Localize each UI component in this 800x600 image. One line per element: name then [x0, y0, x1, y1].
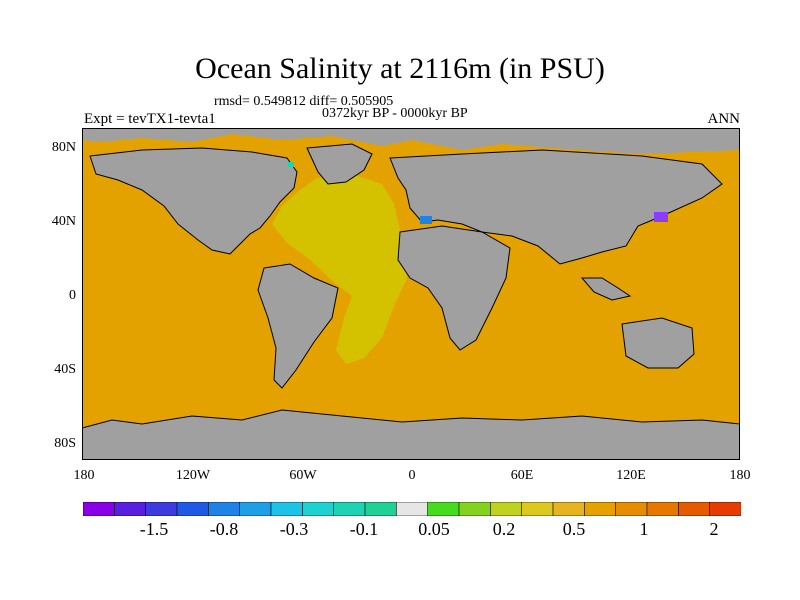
colorbar-label-neg0-8: -0.8: [209, 519, 239, 539]
colorbar-label-neg0-1: -0.1: [349, 519, 379, 539]
south-america: [257, 263, 339, 389]
eurasia: [389, 149, 723, 265]
colorbar-label-2: 2: [709, 519, 719, 539]
anomaly-spot-japan: [654, 212, 668, 222]
colorbar-label-0-05: 0.05: [418, 519, 450, 539]
colorbar-cell-7: [302, 502, 335, 516]
y-tick-40s: 40S: [54, 362, 76, 377]
colorbar-cell-15: [552, 502, 585, 516]
colorbar-cell-8: [333, 502, 366, 516]
anomaly-spot-arctic: [288, 162, 294, 167]
atlantic-region: [272, 174, 407, 364]
colorbar-cell-12: [458, 502, 491, 516]
season-label: ANN: [707, 111, 741, 127]
y-tick-0: 0: [69, 288, 76, 303]
colorbar-cell-6: [270, 502, 303, 516]
stats-text: rmsd= 0.549812 diff= 0.505905: [214, 94, 394, 109]
colorbar-cell-3: [176, 502, 209, 516]
anomaly-spot-mediterranean: [420, 216, 432, 224]
x-tick-60w: 60W: [289, 468, 317, 483]
world-map: [82, 128, 740, 460]
x-tick-180w: 180: [73, 468, 95, 483]
x-tick-120w: 120W: [175, 468, 211, 483]
colorbar-cell-1: [114, 502, 147, 516]
north-america: [89, 147, 298, 255]
colorbar-cell-14: [521, 502, 554, 516]
antarctica: [82, 409, 740, 460]
experiment-label: Expt = tevTX1-tevta1: [84, 111, 216, 127]
colorbar-cell-0: [83, 502, 115, 516]
x-tick-60e: 60E: [510, 468, 534, 483]
colorbar-cell-10: [396, 502, 429, 516]
colorbar-label-0-2: 0.2: [492, 519, 516, 539]
colorbar-cell-19: [678, 502, 711, 516]
africa: [397, 225, 511, 351]
map-svg: [82, 128, 740, 460]
maritime-continent: [580, 277, 632, 301]
colorbar: [83, 502, 741, 516]
greenland: [306, 143, 373, 185]
x-tick-180e: 180: [729, 468, 751, 483]
colorbar-cell-16: [584, 502, 617, 516]
colorbar-cell-17: [615, 502, 648, 516]
arctic-land: [82, 128, 740, 154]
plot-title: Ocean Salinity at 2116m (in PSU): [195, 52, 605, 85]
colorbar-cell-2: [145, 502, 178, 516]
x-tick-120e: 120E: [616, 468, 646, 483]
y-tick-40n: 40N: [51, 214, 76, 229]
colorbar-cell-4: [208, 502, 241, 516]
colorbar-cell-20: [709, 502, 741, 516]
australia: [621, 317, 695, 369]
y-tick-80s: 80S: [54, 436, 76, 451]
colorbar-label-neg0-3: -0.3: [279, 519, 309, 539]
colorbar-cell-9: [364, 502, 397, 516]
colorbar-cell-18: [646, 502, 679, 516]
colorbar-label-0-5: 0.5: [562, 519, 586, 539]
colorbar-cell-13: [490, 502, 523, 516]
colorbar-cell-11: [427, 502, 460, 516]
colorbar-cell-5: [239, 502, 272, 516]
period-text: 0372kyr BP - 0000kyr BP: [322, 106, 468, 121]
map-border: [82, 128, 740, 460]
colorbar-label-neg1-5: -1.5: [139, 519, 169, 539]
x-tick-0: 0: [408, 468, 416, 483]
colorbar-label-1: 1: [639, 519, 649, 539]
y-tick-80n: 80N: [51, 140, 76, 155]
